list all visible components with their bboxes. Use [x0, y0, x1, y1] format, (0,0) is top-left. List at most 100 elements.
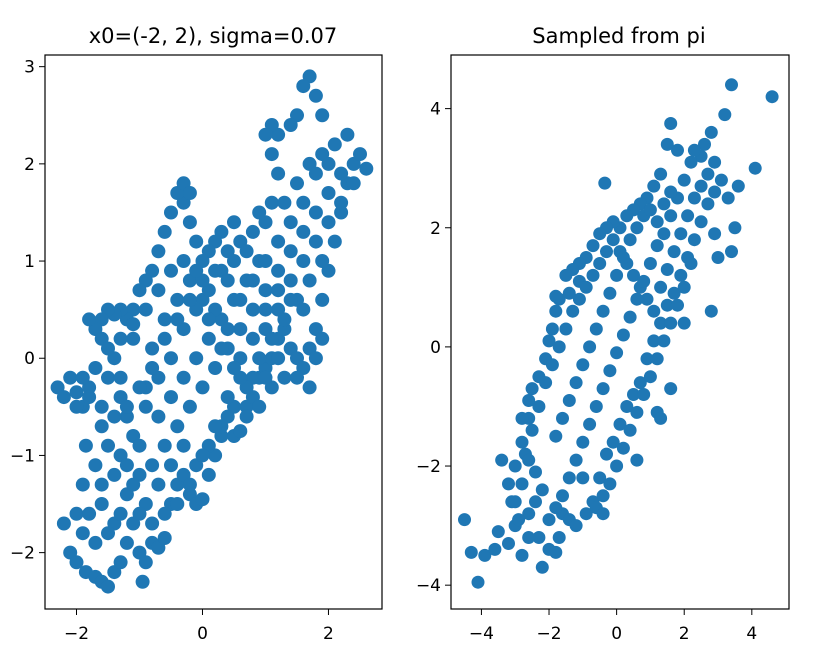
scatter-point: [334, 195, 349, 210]
scatter-point: [138, 399, 153, 414]
scatter-point: [176, 254, 191, 268]
scatter-point: [157, 438, 172, 453]
scatter-point: [195, 448, 210, 463]
scatter-point: [201, 312, 216, 327]
scatter-point: [630, 221, 644, 235]
scatter-point: [542, 334, 556, 348]
scatter-point: [252, 399, 267, 414]
scatter-point: [245, 331, 260, 346]
scatter-point: [667, 245, 681, 259]
scatter-point: [82, 312, 97, 327]
scatter-point: [113, 555, 128, 570]
scatter-point: [569, 453, 583, 467]
scatter-point: [502, 477, 515, 491]
scatter-point: [88, 361, 103, 375]
scatter-point: [170, 292, 185, 307]
scatter-point: [201, 467, 216, 482]
scatter-point: [258, 283, 273, 298]
scatter-point: [606, 233, 620, 247]
scatter-point: [515, 477, 529, 491]
scatter-point: [151, 244, 166, 259]
scatter-point: [549, 429, 563, 443]
scatter-point: [488, 542, 502, 556]
scatter-point: [145, 516, 160, 531]
scatter-point: [471, 575, 485, 589]
scatter-point: [258, 302, 273, 317]
scatter-point: [176, 438, 191, 453]
scatter-point: [334, 166, 349, 181]
scatter-point: [157, 506, 172, 521]
scatter-point: [170, 419, 185, 434]
scatter-point: [603, 286, 617, 300]
scatter-point: [566, 304, 580, 318]
subplot-left: x0=(-2, 2), sigma=0.07 −2 0 2 −2 −1 0 1 2 3: [10, 24, 383, 644]
scatter-point: [532, 400, 546, 413]
subplot-left-points: [50, 69, 374, 594]
scatter-point: [664, 185, 678, 199]
scatter-point: [525, 423, 539, 437]
scatter-point: [664, 117, 678, 130]
scatter-point: [182, 477, 197, 492]
scatter-point: [529, 495, 542, 509]
scatter-point: [132, 438, 147, 453]
scatter-point: [556, 489, 569, 503]
scatter-point: [478, 548, 492, 562]
scatter-point: [145, 341, 160, 356]
scatter-point: [576, 471, 590, 485]
scatter-point: [164, 263, 178, 278]
scatter-point: [132, 506, 147, 521]
scatter-point: [671, 143, 684, 157]
subplot-right-frame: [450, 54, 790, 610]
subplot-right: Sampled from pi −4 −2 0 2 4 −4 −2 0 2 4: [416, 24, 790, 644]
scatter-point: [113, 506, 128, 521]
scatter-point: [101, 370, 115, 385]
scatter-point: [327, 234, 342, 249]
scatter-point: [562, 471, 576, 485]
scatter-point: [151, 477, 166, 492]
scatter-point: [579, 280, 593, 294]
scatter-point: [315, 292, 330, 307]
scatter-point: [227, 254, 241, 268]
scatter-point: [94, 497, 109, 511]
scatter-point: [704, 304, 718, 318]
scatter-point: [522, 531, 536, 544]
y-tick-label: 0: [24, 349, 35, 369]
scatter-point: [334, 205, 349, 220]
x-tick-label: −4: [469, 624, 494, 644]
scatter-point: [495, 453, 509, 467]
scatter-point: [182, 292, 197, 307]
scatter-point: [559, 322, 573, 336]
scatter-point: [233, 322, 248, 337]
scatter-point: [660, 298, 674, 312]
scatter-point: [113, 370, 128, 385]
scatter-point: [164, 390, 178, 405]
scatter-point: [296, 254, 311, 268]
scatter-point: [569, 376, 583, 390]
scatter-point: [623, 310, 637, 324]
scatter-point: [508, 495, 522, 509]
scatter-point: [515, 411, 529, 425]
scatter-point: [302, 380, 317, 395]
scatter-point: [290, 176, 304, 191]
scatter-point: [552, 340, 566, 354]
scatter-point: [170, 312, 185, 327]
scatter-point: [603, 477, 617, 491]
scatter-point: [643, 370, 657, 384]
scatter-point: [589, 400, 603, 413]
scatter-point: [660, 137, 674, 151]
scatter-point: [650, 239, 664, 253]
scatter-point: [512, 513, 526, 527]
scatter-point: [515, 435, 529, 449]
subplot-left-title: x0=(-2, 2), sigma=0.07: [89, 24, 338, 48]
scatter-point: [674, 268, 688, 282]
scatter-point: [308, 351, 323, 366]
scatter-point: [170, 497, 185, 511]
scatter-point: [596, 489, 610, 503]
scatter-point: [258, 370, 273, 385]
scatter-point: [264, 147, 279, 162]
scatter-point: [684, 257, 698, 270]
scatter-point: [610, 459, 624, 473]
subplot-left-frame: [44, 54, 383, 610]
scatter-point: [640, 292, 654, 306]
scatter-point: [101, 341, 115, 356]
